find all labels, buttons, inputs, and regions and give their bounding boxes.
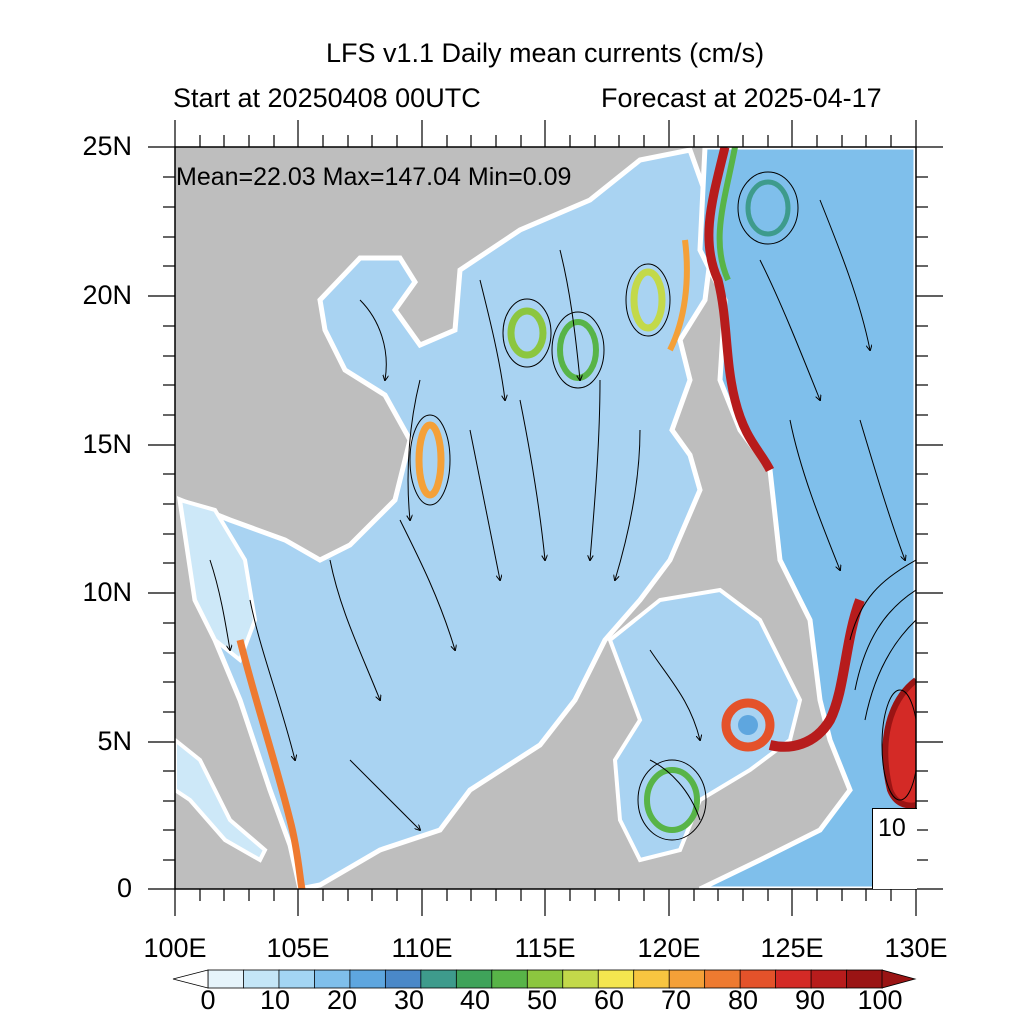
lon-label: 110E xyxy=(391,933,453,963)
reference-vector-label: 10 xyxy=(878,814,906,842)
ocean-pacific xyxy=(697,147,916,889)
lat-label: 5N xyxy=(97,726,132,756)
molucca-eddy xyxy=(644,767,700,833)
lat-label: 10N xyxy=(82,577,132,607)
stats-label: Mean=22.03 Max=147.04 Min=0.09 xyxy=(176,163,572,191)
scs-eddy-1 xyxy=(507,307,547,359)
halmahera-eddy xyxy=(882,677,916,809)
kuroshio-red xyxy=(704,147,775,473)
reference-vector-box xyxy=(872,808,917,889)
colorbar xyxy=(172,969,917,989)
colorbar-label: 0 xyxy=(200,985,216,1015)
ocean-sulu-celebes xyxy=(607,587,803,863)
colorbar-label: 30 xyxy=(393,985,425,1015)
ocean-malacca xyxy=(175,737,268,863)
colorbar-label: 70 xyxy=(660,985,692,1015)
ocean-scs xyxy=(176,147,718,889)
colorbar-label: 100 xyxy=(857,985,903,1015)
luzon-strait-current xyxy=(667,239,690,352)
forecast-time-label: Forecast at 2025-04-17 xyxy=(601,83,882,113)
vietnam-eddy xyxy=(415,421,445,499)
colorbar-label: 60 xyxy=(593,985,625,1015)
colorbar-low-arrow xyxy=(172,969,209,989)
lon-label: 115E xyxy=(514,933,576,963)
colorbar-high-arrow xyxy=(881,969,917,989)
lon-label: 130E xyxy=(884,933,948,963)
lat-label: 15N xyxy=(82,429,132,459)
colorbar-label: 80 xyxy=(727,985,759,1015)
axis-ticks xyxy=(148,120,943,916)
start-time-label: Start at 20250408 00UTC xyxy=(173,83,481,113)
lon-label: 120E xyxy=(637,933,701,963)
pacific-eddy xyxy=(745,179,791,237)
lon-label: 125E xyxy=(760,933,824,963)
lat-label: 20N xyxy=(82,280,132,310)
ocean-gulf-thailand xyxy=(177,497,258,664)
lon-label: 100E xyxy=(143,933,207,963)
scs-eddy-3 xyxy=(630,268,666,332)
colorbar-label: 40 xyxy=(459,985,491,1015)
streamlines xyxy=(209,171,916,841)
lon-label: 105E xyxy=(266,933,330,963)
chart-title: LFS v1.1 Daily mean currents (cm/s) xyxy=(325,38,765,68)
colorbar-label: 90 xyxy=(794,985,826,1015)
kuroshio-green xyxy=(716,147,738,282)
sumatra-coast-current xyxy=(236,639,306,889)
colorbar-label: 50 xyxy=(526,985,558,1015)
mindanao-current xyxy=(768,598,865,752)
celebes-eddy xyxy=(721,698,775,752)
colorbar-label: 20 xyxy=(326,985,358,1015)
celebes-eddy-core xyxy=(738,715,758,735)
colorbar-label: 10 xyxy=(259,985,291,1015)
lat-label: 25N xyxy=(82,131,132,161)
lat-label: 0 xyxy=(116,873,132,903)
